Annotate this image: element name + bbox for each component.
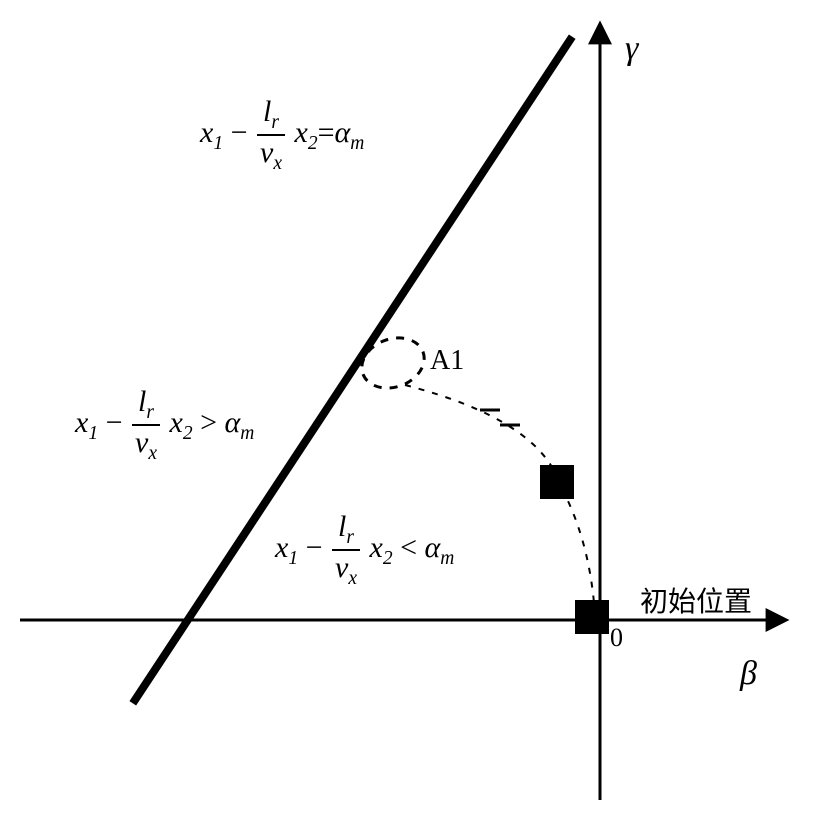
gt-minus: −	[98, 406, 130, 439]
equation-equals: x1 − lrvx x2=αm	[200, 95, 364, 175]
a1-label: A1	[430, 345, 464, 377]
eq-x2-sub: 2	[308, 133, 318, 154]
lt-x2-sym: x	[362, 531, 383, 564]
gt-x1-sub: 1	[88, 423, 98, 444]
trajectory-ticks	[480, 410, 520, 425]
gt-alpha-sym: α	[224, 406, 240, 439]
diagram-canvas: x1 − lrvx x2=αm x1 − lrvx x2 > αm x1 − l…	[0, 0, 822, 823]
gt-alpha-sub: m	[240, 423, 254, 444]
a1-ellipse	[355, 330, 432, 397]
gt-op: >	[200, 406, 217, 439]
lt-vx-sub: x	[348, 568, 357, 589]
eq-lr-sub: r	[271, 112, 279, 133]
lt-minus: −	[298, 531, 330, 564]
equation-less: x1 − lrvx x2 < αm	[275, 510, 454, 590]
gt-x2-sym: x	[162, 406, 183, 439]
eq-alpha-sub: m	[350, 133, 364, 154]
y-axis-label: γ	[625, 30, 638, 68]
lt-alpha-sub: m	[440, 548, 454, 569]
eq-op-eq: =	[318, 116, 335, 149]
equation-greater: x1 − lrvx x2 > αm	[75, 385, 254, 465]
lt-alpha-sym: α	[424, 531, 440, 564]
gt-vx-sym: v	[135, 426, 148, 459]
lt-op: <	[400, 531, 417, 564]
gt-fraction: lrvx	[132, 385, 160, 465]
lt-x2-sub: 2	[383, 548, 393, 569]
lt-vx-sym: v	[335, 551, 348, 584]
eq-alpha-sym: α	[334, 116, 350, 149]
eq-x1-sym: x	[200, 116, 213, 149]
start-position-label: 初始位置	[640, 580, 752, 620]
gt-x1-sym: x	[75, 406, 88, 439]
eq-fraction: lrvx	[257, 95, 285, 175]
gt-lr-sub: r	[146, 402, 154, 423]
lt-x1-sym: x	[275, 531, 288, 564]
eq-vx-sub: x	[273, 153, 282, 174]
origin-label: 0	[610, 623, 623, 653]
gt-vx-sub: x	[148, 443, 157, 464]
eq-minus: −	[223, 116, 255, 149]
lt-x1-sub: 1	[288, 548, 298, 569]
eq-vx-sym: v	[260, 136, 273, 169]
eq-x2-sym: x	[287, 116, 308, 149]
gt-x2-sub: 2	[183, 423, 193, 444]
eq-x1-sub: 1	[213, 133, 223, 154]
lt-fraction: lrvx	[332, 510, 360, 590]
x-axis-label: β	[740, 655, 757, 693]
lt-lr-sub: r	[346, 527, 354, 548]
